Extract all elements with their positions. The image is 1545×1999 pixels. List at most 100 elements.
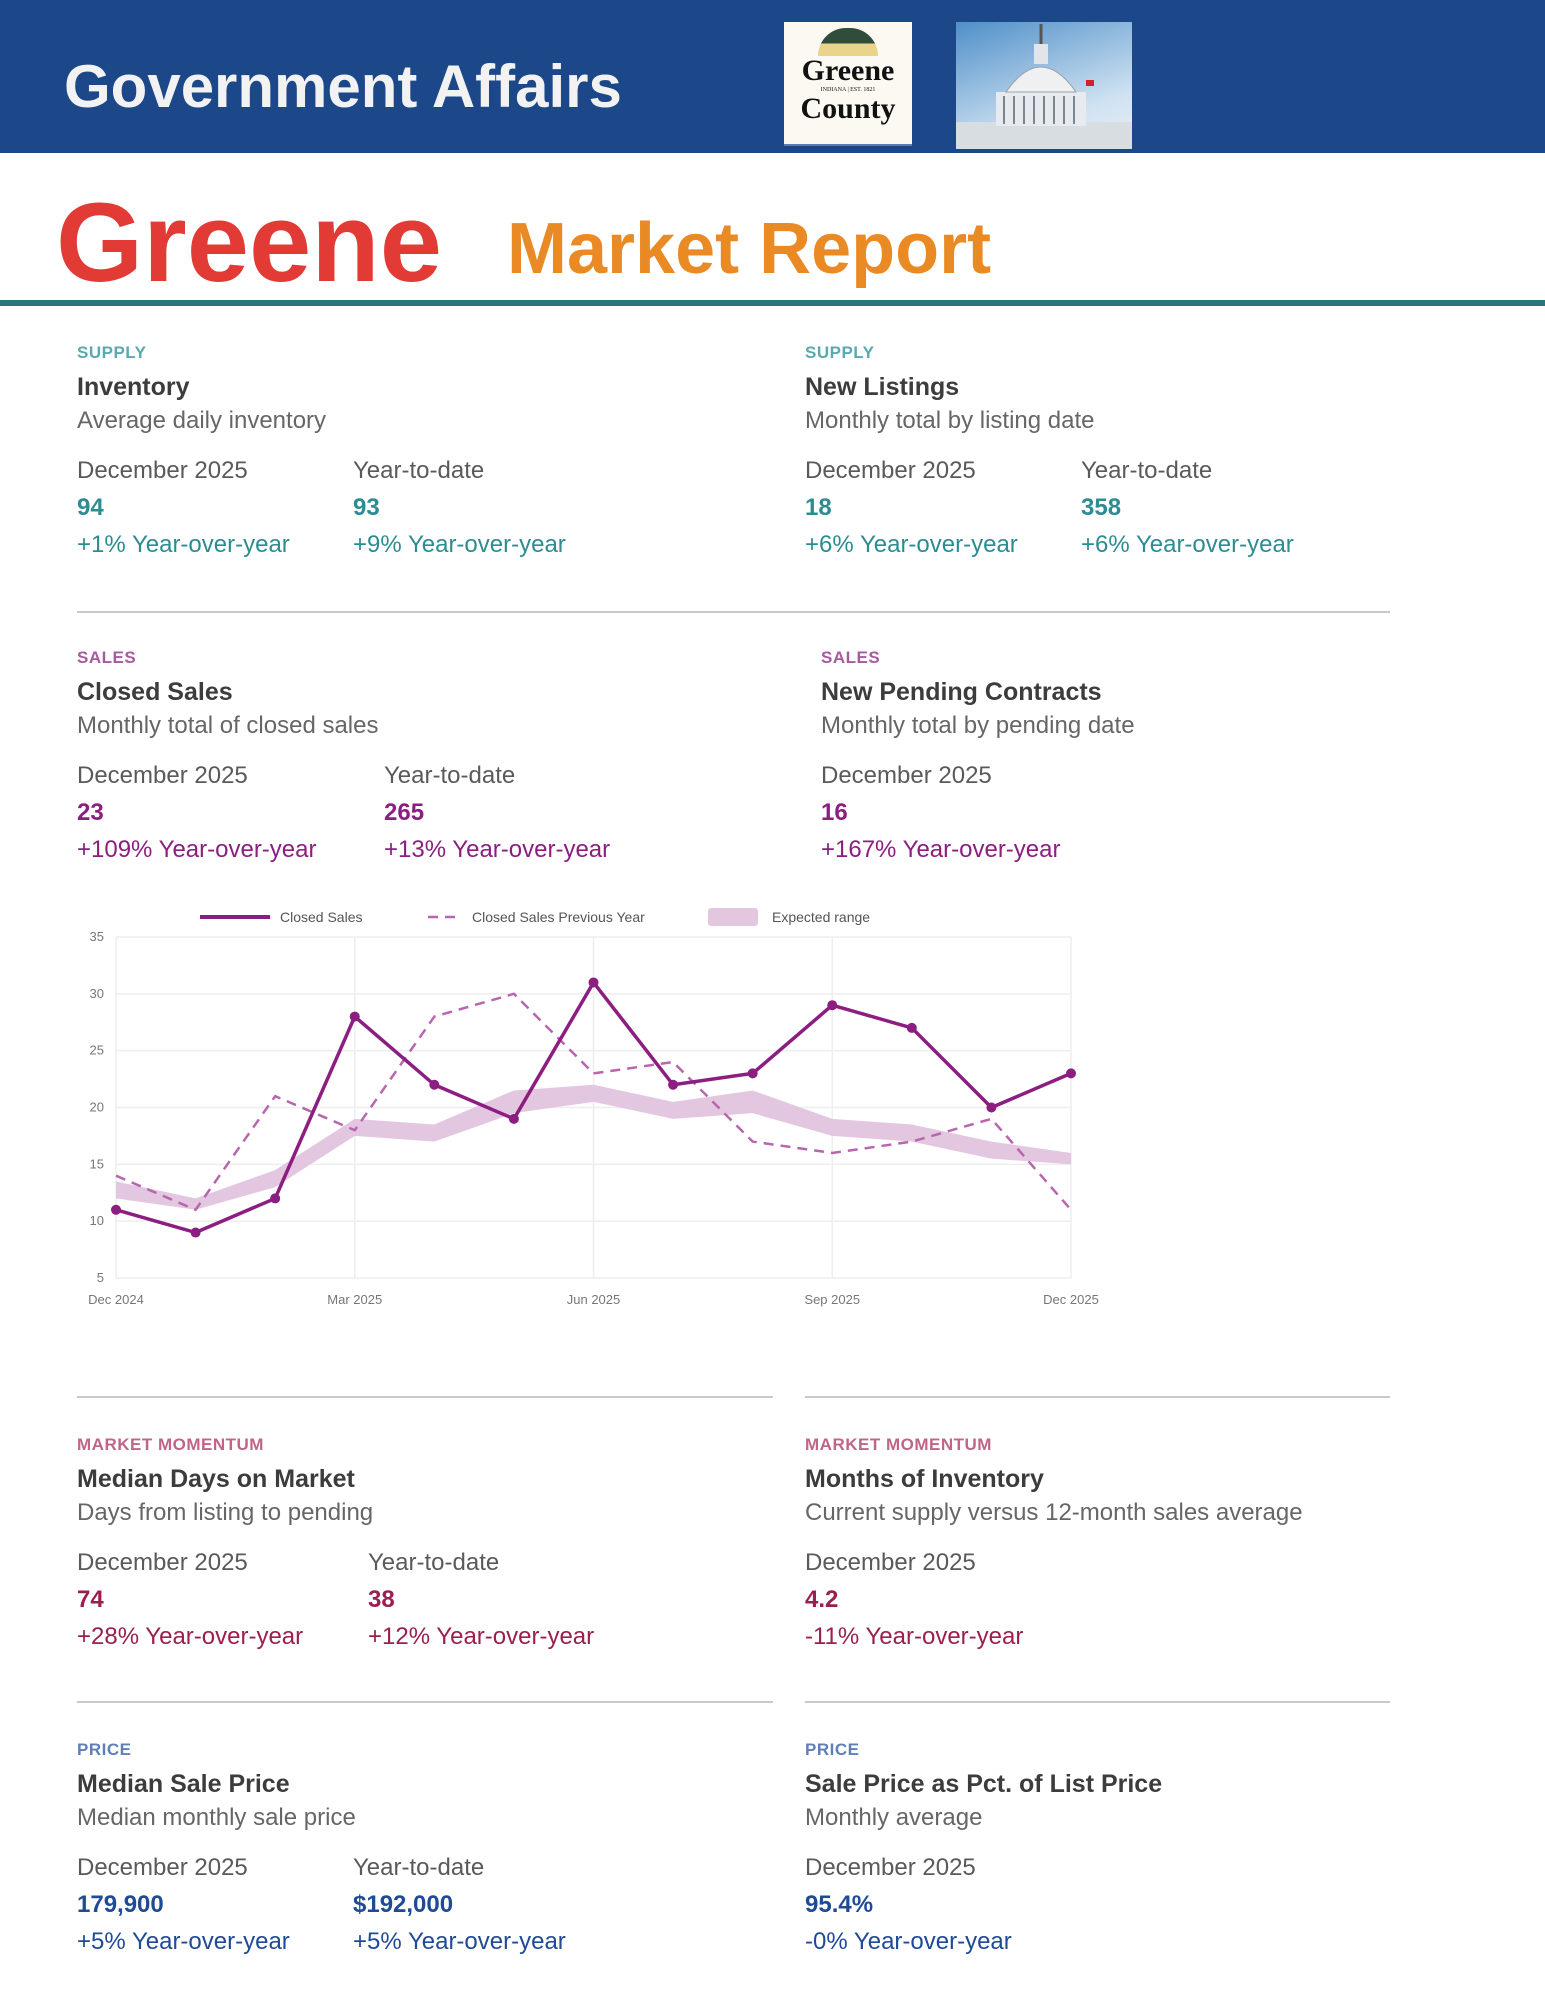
closed-sales-point <box>986 1102 997 1113</box>
metric-title: Inventory <box>77 373 190 401</box>
closed-sales-point <box>747 1068 758 1079</box>
y-tick-label: 30 <box>90 986 104 1001</box>
yoy-change: +9% Year-over-year <box>353 531 566 558</box>
metric-subtitle: Monthly total by pending date <box>821 712 1135 739</box>
x-tick-label: Sep 2025 <box>804 1292 860 1307</box>
metric-subtitle: Average daily inventory <box>77 407 327 434</box>
metric-subtitle: Current supply versus 12-month sales ave… <box>805 1499 1303 1526</box>
stat-value: 93 <box>353 494 380 521</box>
period-label: Year-to-date <box>353 1854 485 1881</box>
y-tick-label: 35 <box>90 929 104 944</box>
stat-value: $192,000 <box>353 1891 454 1918</box>
closed-sales-point <box>906 1022 917 1033</box>
metric-title: Months of Inventory <box>805 1465 1044 1493</box>
category-label: MARKET MOMENTUM <box>805 1435 992 1454</box>
closed-sales-point <box>827 1000 838 1011</box>
period-label: December 2025 <box>805 457 976 484</box>
period-label: December 2025 <box>805 1549 976 1576</box>
closed-sales-point <box>1066 1068 1076 1079</box>
metric-card-median-sale-price: PRICE Median Sale Price Median monthly s… <box>77 1740 629 1956</box>
month-stat: December 2025 16 +167% Year-over-year <box>821 762 1103 864</box>
category-label: SALES <box>77 648 137 667</box>
report-title: Market Report <box>507 209 992 289</box>
stat-value: 358 <box>1081 494 1122 521</box>
stat-value: 4.2 <box>805 1586 839 1613</box>
category-label: PRICE <box>77 1740 132 1759</box>
metric-title: Sale Price as Pct. of List Price <box>805 1770 1163 1798</box>
yoy-change: -0% Year-over-year <box>805 1928 1012 1955</box>
closed-sales-point <box>111 1204 121 1215</box>
period-label: December 2025 <box>77 457 248 484</box>
yoy-change: -11% Year-over-year <box>805 1623 1024 1650</box>
period-label: December 2025 <box>77 1549 248 1576</box>
legend-label: Closed Sales <box>280 909 363 925</box>
stat-value: 179,900 <box>77 1891 164 1918</box>
metric-title: New Pending Contracts <box>821 678 1102 706</box>
category-label: MARKET MOMENTUM <box>77 1435 264 1454</box>
month-stat: December 2025 74 +28% Year-over-year <box>77 1549 350 1651</box>
yoy-change: +6% Year-over-year <box>805 531 1018 558</box>
metric-title: Closed Sales <box>77 678 233 706</box>
category-label: SUPPLY <box>77 343 147 362</box>
y-tick-label: 20 <box>90 1100 104 1115</box>
header-band: Government Affairs Greene INDIANA | EST.… <box>0 0 1545 153</box>
divider <box>805 1701 1390 1703</box>
month-stat: December 2025 18 +6% Year-over-year <box>805 457 1063 559</box>
yoy-change: +1% Year-over-year <box>77 531 290 558</box>
legend-label: Closed Sales Previous Year <box>472 909 645 925</box>
closed-sales-point <box>508 1113 519 1124</box>
metric-title: Median Sale Price <box>77 1770 290 1798</box>
divider <box>77 611 1390 613</box>
ytd-stat: Year-to-date 358 +6% Year-over-year <box>1081 457 1339 559</box>
ytd-stat: Year-to-date $192,000 +5% Year-over-year <box>353 1854 611 1956</box>
metric-subtitle: Median monthly sale price <box>77 1804 356 1831</box>
metric-title: Median Days on Market <box>77 1465 355 1493</box>
stat-value: 23 <box>77 799 104 826</box>
stat-value: 74 <box>77 1586 104 1613</box>
metric-subtitle: Monthly average <box>805 1804 983 1831</box>
x-tick-label: Dec 2024 <box>88 1292 144 1307</box>
metric-card-inventory: SUPPLY Inventory Average daily inventory… <box>77 343 629 559</box>
metric-subtitle: Days from listing to pending <box>77 1499 374 1526</box>
y-tick-label: 5 <box>97 1270 104 1285</box>
period-label: Year-to-date <box>353 457 485 484</box>
closed-sales-point <box>190 1227 201 1238</box>
metric-card-new-pending-contracts: SALES New Pending Contracts Monthly tota… <box>821 648 1135 864</box>
stat-value: 38 <box>368 1586 395 1613</box>
title-divider <box>0 300 1545 306</box>
period-label: Year-to-date <box>368 1549 500 1576</box>
period-label: December 2025 <box>821 762 992 789</box>
closed-sales-point <box>270 1193 281 1204</box>
capitol-dome-image <box>956 22 1132 149</box>
yoy-change: +167% Year-over-year <box>821 836 1061 863</box>
header-title: Government Affairs <box>64 53 622 120</box>
month-stat: December 2025 4.2 -11% Year-over-year <box>805 1549 1087 1651</box>
yoy-change: +28% Year-over-year <box>77 1623 304 1650</box>
metric-card-months-of-inventory: MARKET MOMENTUM Months of Inventory Curr… <box>805 1435 1303 1651</box>
metric-card-sale-price-as-pct-of-list-price: PRICE Sale Price as Pct. of List Price M… <box>805 1740 1162 1956</box>
y-tick-label: 10 <box>90 1213 104 1228</box>
yoy-change: +5% Year-over-year <box>77 1928 290 1955</box>
stat-value: 18 <box>805 494 832 521</box>
metric-subtitle: Monthly total by listing date <box>805 407 1095 434</box>
closed-sales-chart: 5 10 15 20 25 30 35 Dec 2024 Mar 2025 Jun 2025 Sep… <box>88 908 1099 1307</box>
yoy-change: +6% Year-over-year <box>1081 531 1294 558</box>
divider <box>77 1701 773 1703</box>
period-label: Year-to-date <box>384 762 516 789</box>
logo-word-greene: Greene <box>801 54 895 87</box>
logo-small-text: INDIANA | EST. 1821 <box>820 87 876 93</box>
period-label: Year-to-date <box>1081 457 1213 484</box>
category-label: PRICE <box>805 1740 860 1759</box>
metric-subtitle: Monthly total of closed sales <box>77 712 379 739</box>
y-tick-label: 25 <box>90 1043 104 1058</box>
ytd-stat: Year-to-date 93 +9% Year-over-year <box>353 457 611 559</box>
stat-value: 265 <box>384 799 425 826</box>
closed-sales-point <box>588 977 599 988</box>
metric-card-median-days-on-market: MARKET MOMENTUM Median Days on Market Da… <box>77 1435 659 1651</box>
month-stat: December 2025 94 +1% Year-over-year <box>77 457 335 559</box>
metric-card-closed-sales: SALES Closed Sales Monthly total of clos… <box>77 648 691 864</box>
expected-range-band <box>116 1084 1071 1210</box>
month-stat: December 2025 23 +109% Year-over-year <box>77 762 366 864</box>
stat-value: 16 <box>821 799 848 826</box>
closed-sales-point <box>349 1011 360 1022</box>
